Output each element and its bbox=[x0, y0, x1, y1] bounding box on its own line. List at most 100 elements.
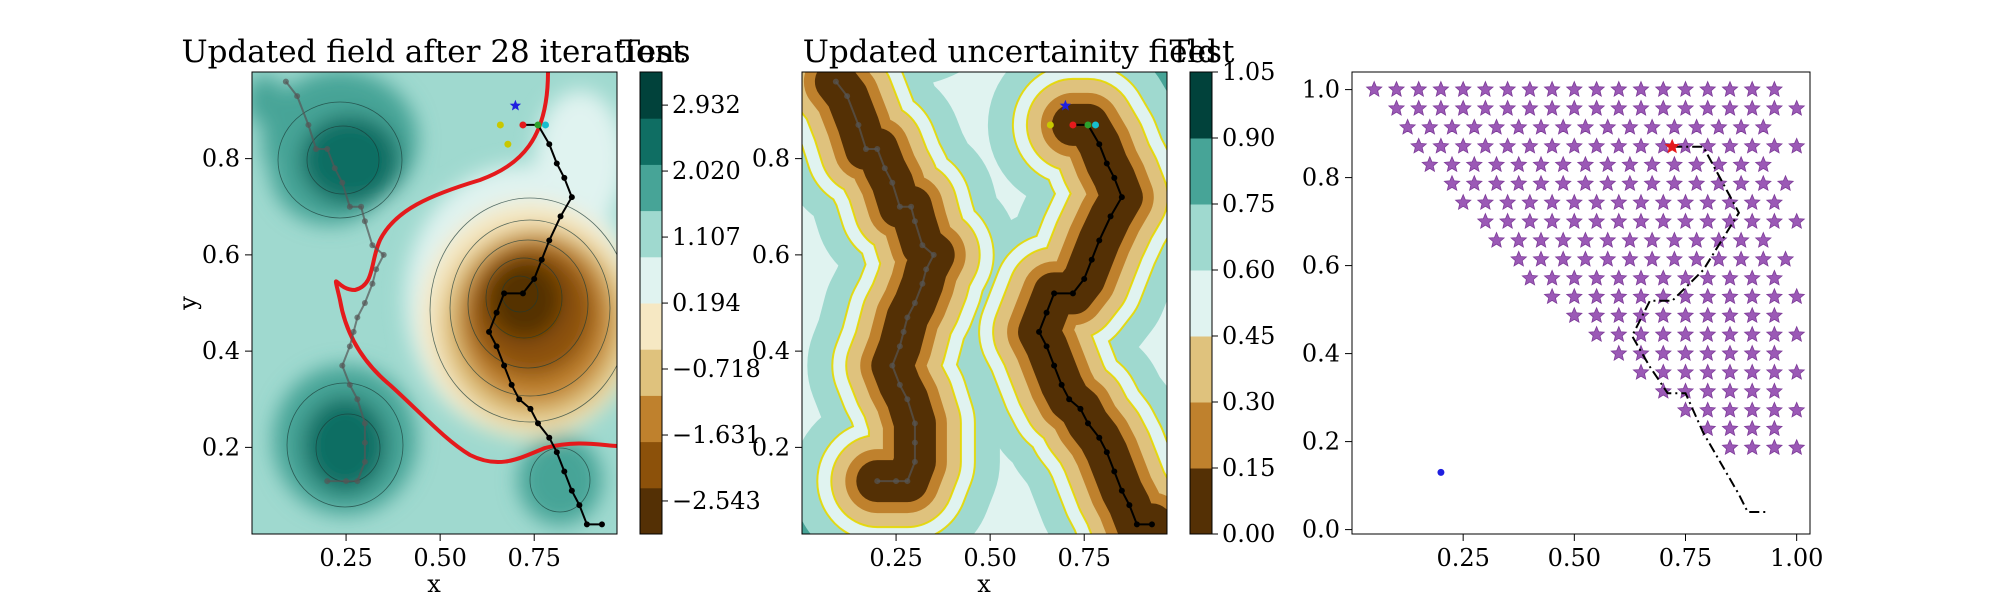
field-y-axis: 0.2 0.4 0.6 0.8 bbox=[202, 145, 252, 461]
target-star bbox=[1543, 137, 1561, 154]
trajectory-point bbox=[343, 478, 350, 485]
target-star bbox=[1632, 325, 1650, 343]
target-star bbox=[1676, 99, 1695, 116]
y-tick-label: 0.2 bbox=[752, 433, 790, 461]
target-star bbox=[1688, 250, 1706, 267]
trajectory-point bbox=[893, 478, 900, 485]
target-star bbox=[1554, 250, 1572, 267]
target-star bbox=[1610, 99, 1628, 116]
target-star bbox=[1410, 99, 1428, 116]
target-star bbox=[1732, 231, 1750, 248]
colorbar-segment bbox=[1190, 336, 1212, 403]
target-star bbox=[1510, 231, 1528, 248]
target-star bbox=[1432, 80, 1450, 97]
trajectory-point bbox=[896, 343, 903, 350]
target-star bbox=[1510, 250, 1528, 267]
trajectory-point bbox=[339, 362, 346, 369]
x-tick-label: 0.75 bbox=[1659, 544, 1712, 572]
target-star bbox=[1465, 118, 1483, 135]
colorbar-tick-label: 2.020 bbox=[672, 157, 741, 185]
colorbar-segment bbox=[640, 303, 662, 350]
target-star bbox=[1521, 80, 1539, 97]
target-star bbox=[1521, 193, 1539, 211]
y-tick-label: 0.6 bbox=[1302, 252, 1340, 280]
target-star bbox=[1588, 80, 1606, 97]
trajectory-point bbox=[557, 213, 564, 220]
target-star bbox=[1399, 118, 1417, 135]
target-star bbox=[1654, 80, 1672, 97]
target-star bbox=[1699, 137, 1717, 154]
uncertainty-y-axis: 0.2 0.4 0.6 0.8 bbox=[752, 145, 802, 461]
trajectory-point bbox=[312, 146, 319, 152]
target-star bbox=[1610, 269, 1628, 286]
target-star bbox=[1554, 155, 1572, 173]
panel-targets: 0.25 0.50 0.75 1.00 0.0 0.2 0.4 0.6 0.8 1.0 bbox=[1302, 71, 1823, 572]
target-star bbox=[1743, 419, 1761, 437]
target-star bbox=[1632, 193, 1650, 211]
colorbar-tick-label: 0.60 bbox=[1222, 256, 1275, 284]
target-star bbox=[1499, 193, 1517, 211]
target-star bbox=[1499, 137, 1517, 154]
target-star bbox=[1676, 137, 1695, 154]
trajectory-point bbox=[874, 146, 881, 152]
target-star bbox=[1676, 80, 1695, 97]
target-star bbox=[1665, 174, 1683, 192]
target-star bbox=[1588, 212, 1606, 229]
trajectory-point bbox=[576, 502, 583, 509]
target-star bbox=[1543, 99, 1561, 116]
trajectory-point bbox=[1051, 362, 1058, 369]
target-star bbox=[1732, 118, 1750, 135]
x-tick-label: 0.50 bbox=[1548, 544, 1601, 572]
target-star bbox=[1588, 306, 1606, 324]
trajectory-point bbox=[546, 434, 553, 441]
target-star bbox=[1788, 438, 1806, 456]
uncertainty-colorbar-title: Test bbox=[1170, 34, 1236, 70]
target-star bbox=[1721, 137, 1739, 154]
target-star bbox=[1710, 250, 1728, 267]
target-star bbox=[1676, 212, 1695, 229]
target-star bbox=[1765, 438, 1783, 456]
target-star bbox=[1543, 193, 1561, 211]
target-star bbox=[1654, 99, 1672, 116]
target-star bbox=[1565, 99, 1583, 116]
y-tick-label: 1.0 bbox=[1302, 76, 1340, 104]
target-star bbox=[1443, 155, 1461, 173]
uncertainty-axes-frame bbox=[801, 71, 1168, 535]
target-star bbox=[1743, 287, 1761, 305]
colorbar-segment bbox=[640, 349, 662, 396]
colorbar-segment bbox=[1190, 204, 1212, 271]
target-star bbox=[1699, 287, 1717, 305]
trajectory-point bbox=[553, 449, 560, 456]
trajectory-point bbox=[305, 121, 312, 128]
colorbar-segment bbox=[640, 164, 662, 212]
target-star bbox=[1765, 137, 1783, 154]
trajectory-point bbox=[862, 146, 869, 152]
target-star bbox=[1754, 118, 1772, 135]
target-star bbox=[1743, 382, 1761, 399]
trajectory-point bbox=[538, 256, 545, 263]
target-star bbox=[1421, 118, 1439, 135]
start-dot bbox=[1437, 468, 1445, 476]
trajectory-point bbox=[553, 160, 560, 167]
target-star bbox=[1487, 231, 1506, 248]
colorbar-tick-label: 0.30 bbox=[1222, 388, 1275, 416]
trajectory-point bbox=[346, 203, 353, 210]
target-star bbox=[1732, 155, 1750, 173]
y-tick-label: 0.2 bbox=[202, 433, 240, 461]
target-star bbox=[1754, 250, 1772, 267]
trajectory-point bbox=[561, 468, 568, 475]
target-star bbox=[1765, 99, 1783, 116]
target-star bbox=[1476, 99, 1494, 116]
trajectory-point bbox=[1069, 290, 1076, 297]
target-star bbox=[1621, 174, 1639, 192]
marker-star bbox=[509, 99, 522, 111]
trajectory-point bbox=[889, 179, 896, 186]
colorbar-segment bbox=[640, 395, 662, 443]
target-star bbox=[1599, 250, 1617, 267]
target-star bbox=[1721, 401, 1739, 418]
target-star bbox=[1543, 269, 1561, 286]
target-star bbox=[1721, 306, 1739, 324]
trajectory-point bbox=[1126, 502, 1133, 509]
trajectory-point bbox=[519, 290, 526, 297]
trajectory-point bbox=[598, 521, 605, 528]
